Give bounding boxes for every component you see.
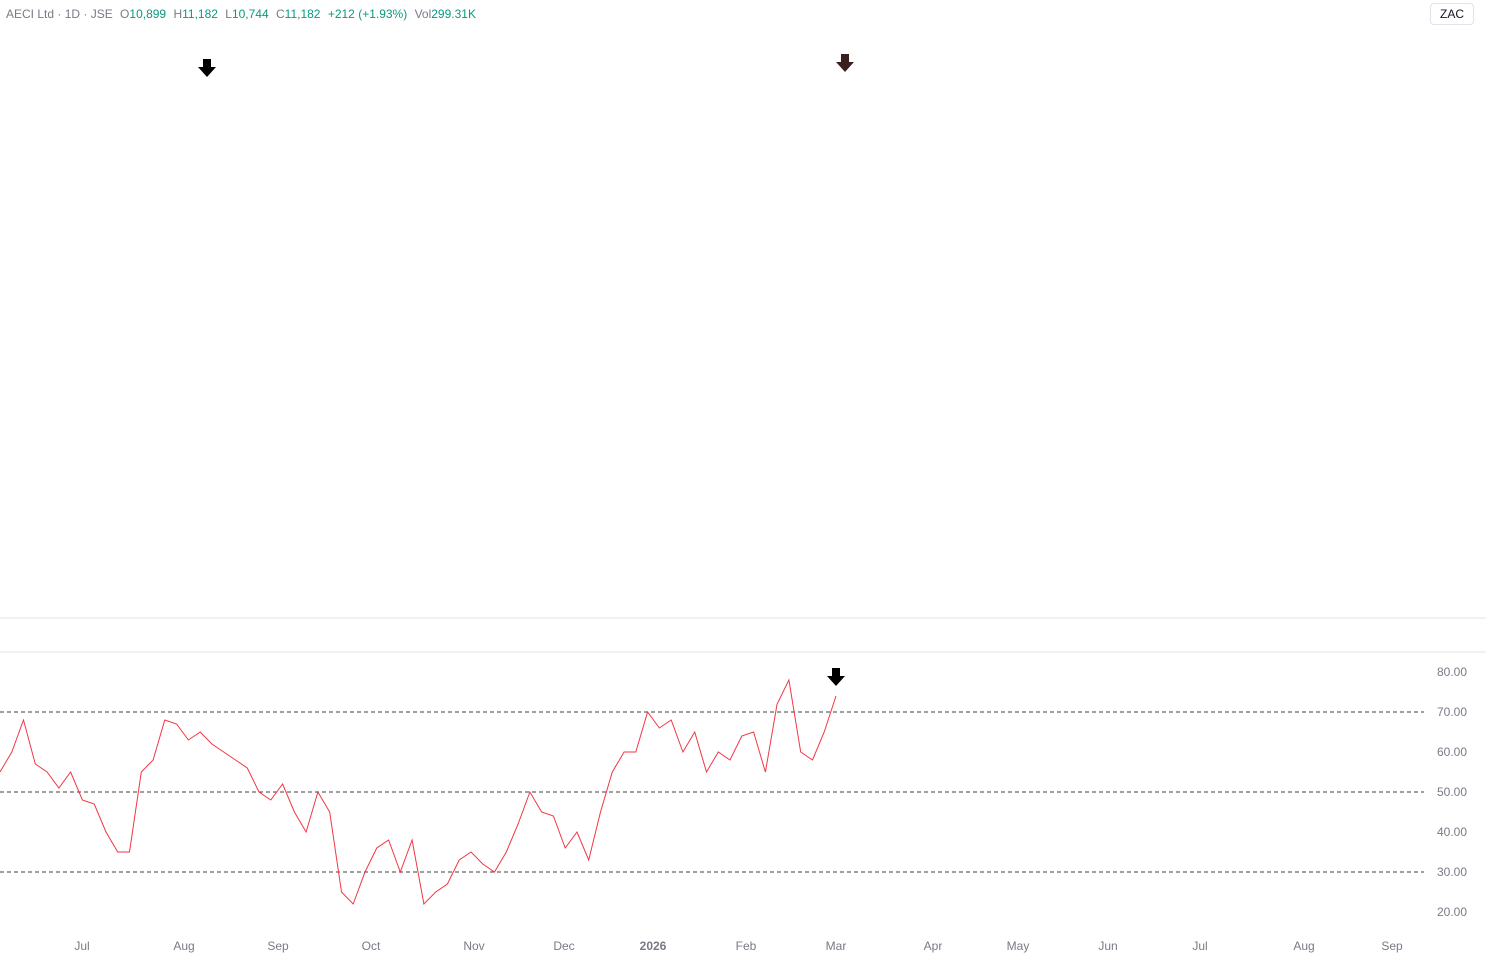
price-pane: Resistance Level8,6008,8009,0009,2009,40…	[198, 54, 854, 77]
change-value: +212 (+1.93%)	[327, 7, 408, 21]
symbol-title: AECI Ltd · 1D · JSE	[6, 7, 113, 21]
time-axis-label: Dec	[553, 939, 574, 953]
open-value: 10,899	[129, 7, 167, 21]
time-axis-label: Nov	[463, 939, 484, 953]
time-axis-label: Jul	[1192, 939, 1207, 953]
close-value: 11,182	[284, 7, 321, 21]
rsi-axis-label: 20.00	[1437, 905, 1467, 919]
time-axis-label: Sep	[1381, 939, 1403, 953]
time-axis-label: Aug	[173, 939, 194, 953]
low-label: L	[225, 7, 232, 21]
time-axis-label: Mar	[826, 939, 847, 953]
high-label: H	[173, 7, 183, 21]
open-label: O	[120, 7, 130, 21]
high-value: 11,182	[182, 7, 218, 21]
time-axis-label: 2026	[640, 939, 667, 953]
rsi-axis-label: 80.00	[1437, 665, 1467, 679]
close-label: C	[276, 7, 285, 21]
time-axis-label: May	[1007, 939, 1030, 953]
time-axis-label: Jun	[1098, 939, 1117, 953]
time-axis-label: Sep	[267, 939, 289, 953]
currency-button[interactable]: ZAC	[1430, 3, 1474, 25]
rsi-axis-label: 70.00	[1437, 705, 1467, 719]
time-axis-label: Aug	[1293, 939, 1314, 953]
time-axis-label: Jul	[74, 939, 89, 953]
time-axis[interactable]: Jul Aug Sep Oct Nov Dec 2026 Feb Mar Apr May Jun Jul…	[74, 939, 1403, 953]
signal-arrow-rsi[interactable]	[827, 668, 845, 686]
rsi-axis-label: 50.00	[1437, 785, 1467, 799]
signal-arrow-mar[interactable]	[836, 54, 854, 72]
rsi-line[interactable]	[0, 678, 837, 906]
rsi-axis-label: 30.00	[1437, 865, 1467, 879]
rsi-axis-label: 60.00	[1437, 745, 1467, 759]
volume-label: Vol	[414, 7, 432, 21]
time-axis-label: Oct	[362, 939, 381, 953]
rsi-axis-label: 40.00	[1437, 825, 1467, 839]
symbol-legend: AECI Ltd · 1D · JSE O10,899 H11,182 L10,…	[6, 7, 476, 21]
signal-arrow-aug[interactable]	[198, 59, 216, 77]
low-value: 10,744	[231, 7, 269, 21]
volume-value: 299.31K	[431, 7, 476, 21]
time-axis-label: Apr	[924, 939, 943, 953]
rsi-pane: 20.00 30.00 40.00 50.00 60.00 70.00 80.00	[0, 665, 1467, 919]
time-axis-label: Feb	[736, 939, 757, 953]
